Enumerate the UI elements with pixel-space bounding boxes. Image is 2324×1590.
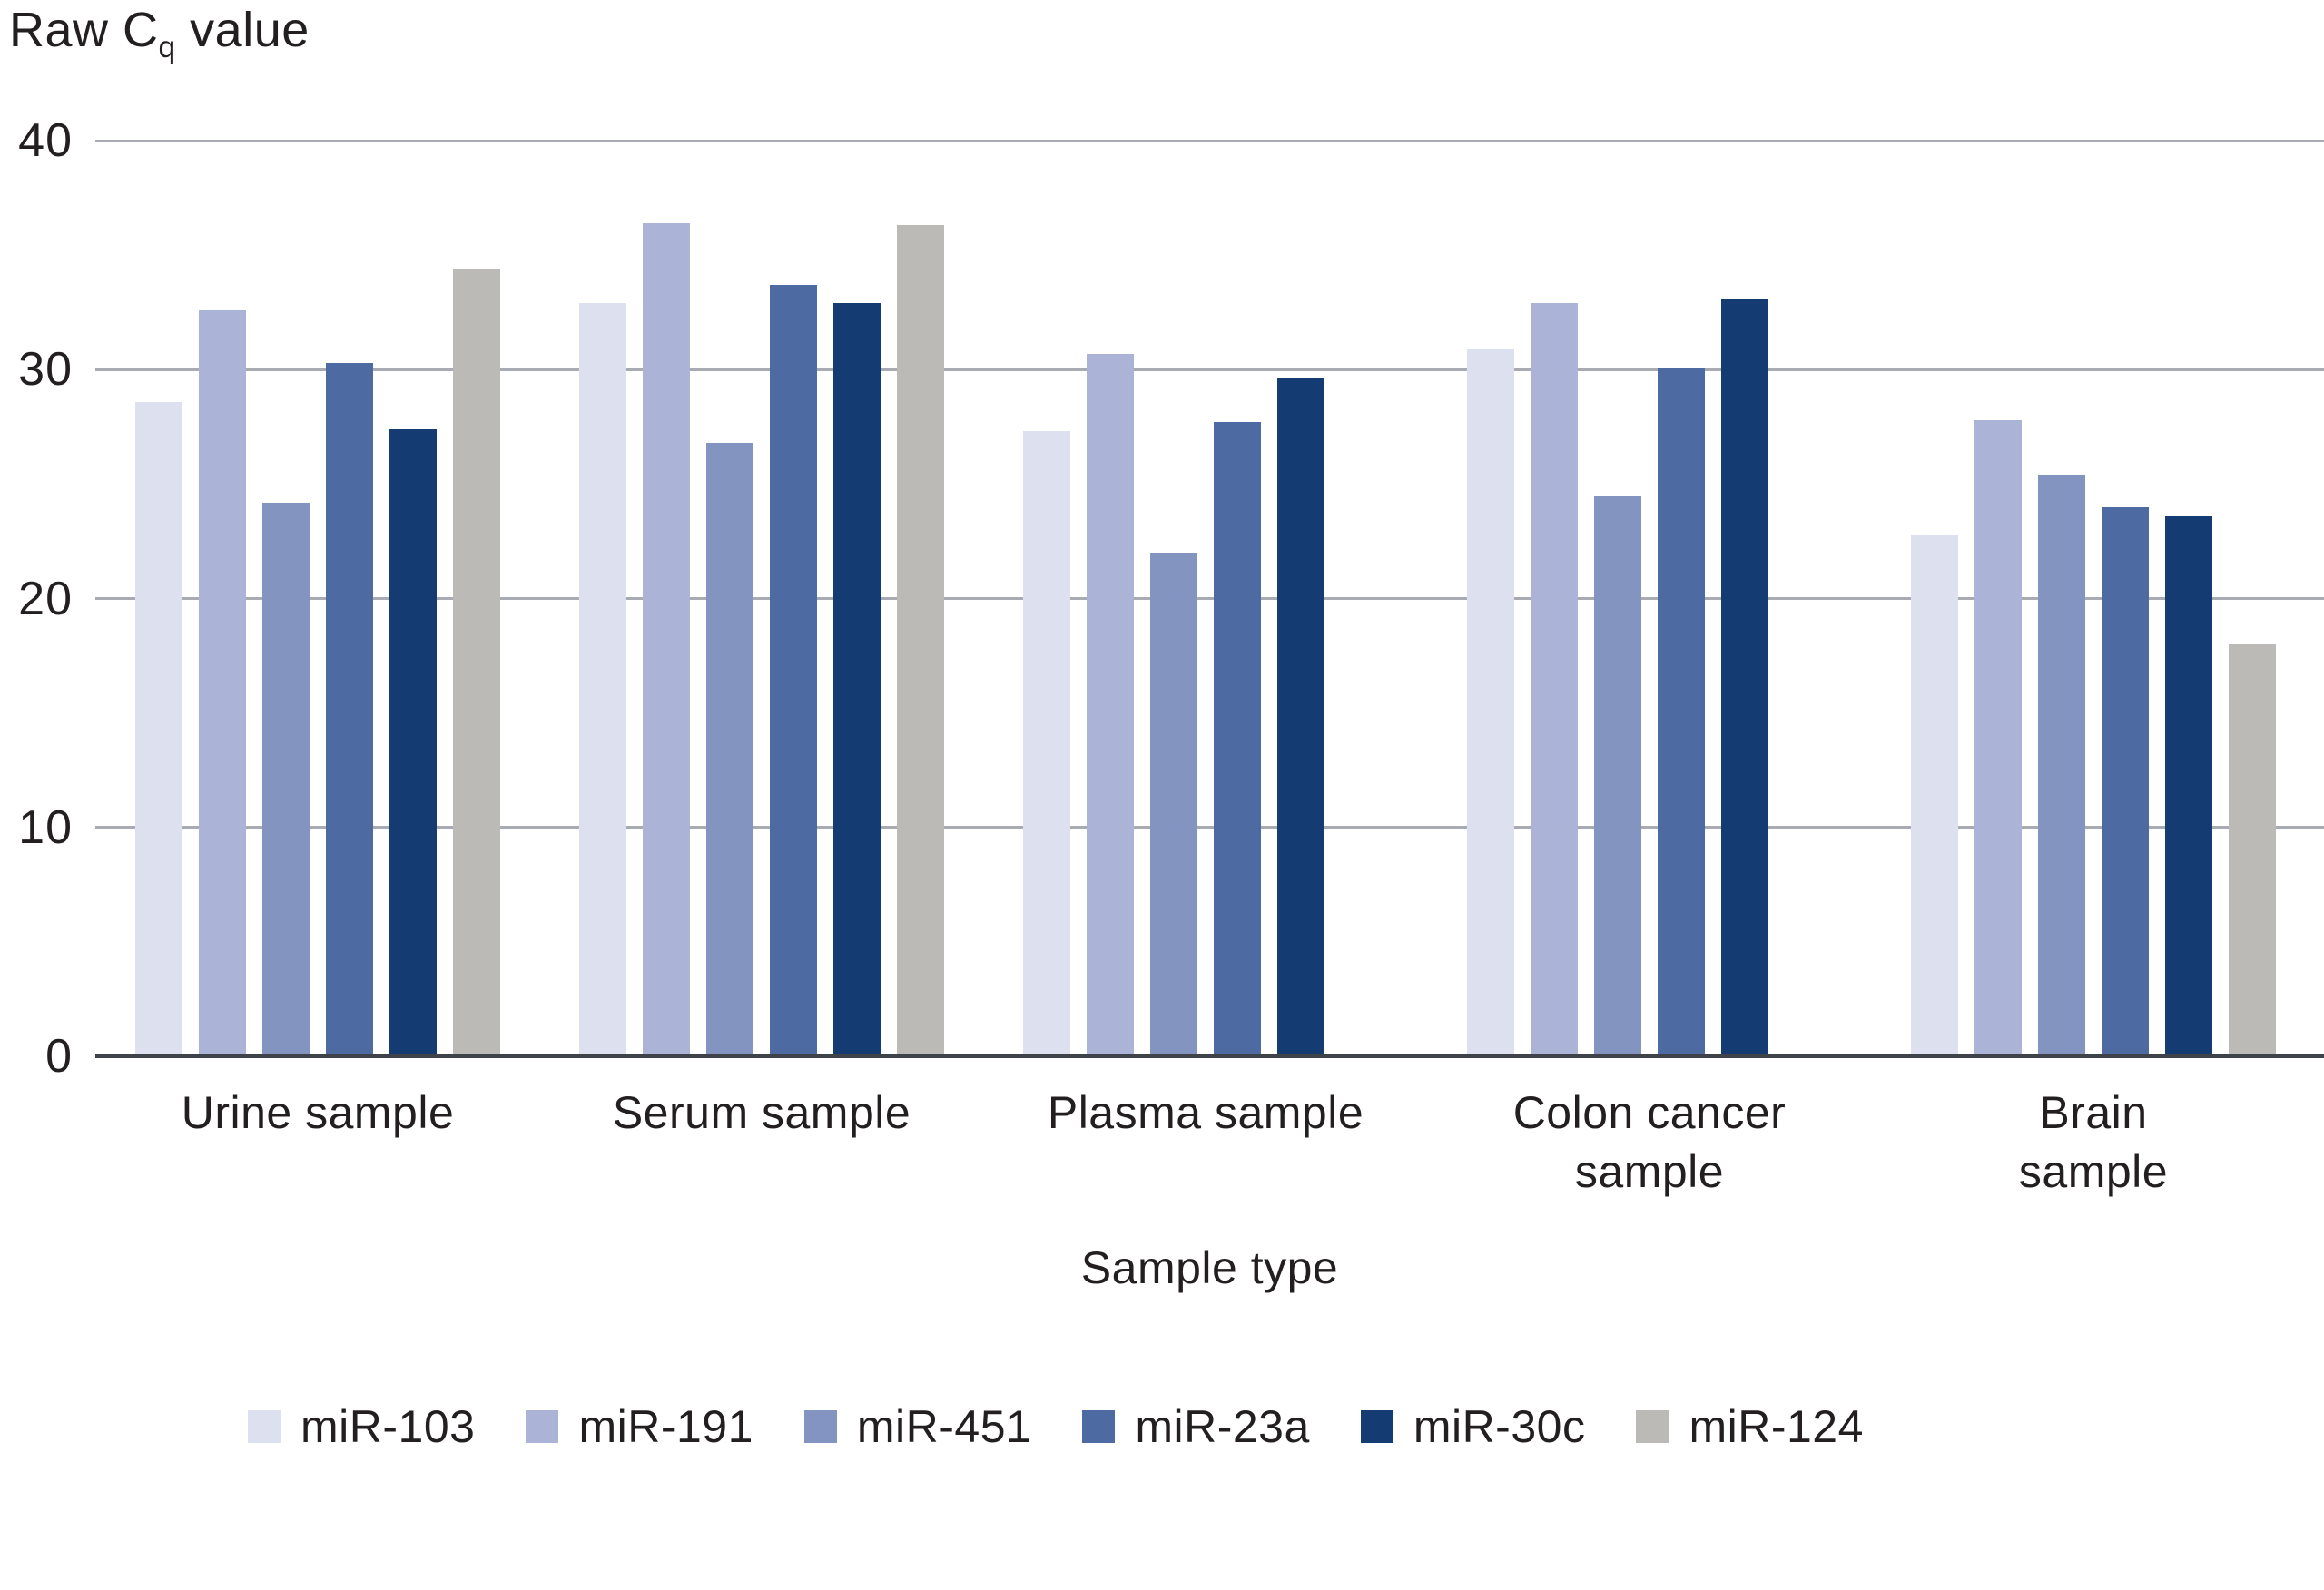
legend-label-miR-23a: miR-23a xyxy=(1135,1401,1310,1452)
legend-item-miR-103: miR-103 xyxy=(248,1400,475,1453)
legend-label-miR-191: miR-191 xyxy=(578,1401,753,1452)
bar-miR-103-Brain sample xyxy=(1911,534,1958,1056)
bar-miR-124-Urine sample xyxy=(453,269,500,1056)
bar-miR-191-Urine sample xyxy=(199,309,246,1056)
legend-swatch-miR-30c xyxy=(1360,1410,1393,1443)
x-category-labels: Urine sample Serum sample Plasma sample Col… xyxy=(95,1084,2324,1229)
bar-miR-191-Serum sample xyxy=(643,222,690,1056)
bar-miR-30c-Serum sample xyxy=(833,303,881,1056)
y-tick-label-10: 10 xyxy=(18,800,73,854)
bar-miR-23a-Plasma sample xyxy=(1214,422,1261,1056)
bar-miR-103-Plasma sample xyxy=(1023,431,1070,1056)
legend-label-miR-124: miR-124 xyxy=(1689,1401,1864,1452)
bar-miR-30c-Colon cancer sample xyxy=(1721,299,1768,1056)
bar-miR-103-Serum sample xyxy=(579,303,626,1056)
bar-miR-124-Serum sample xyxy=(897,225,944,1056)
bar-miR-30c-Urine sample xyxy=(389,428,437,1056)
gridline-20 xyxy=(95,597,2324,600)
legend-item-miR-191: miR-191 xyxy=(526,1400,753,1453)
chart-title-suffix: value xyxy=(175,3,310,57)
x-category-label-Serum sample: Serum sample xyxy=(612,1087,911,1138)
bar-miR-451-Serum sample xyxy=(706,442,753,1056)
y-tick-label-40: 40 xyxy=(18,114,73,167)
legend-item-miR-451: miR-451 xyxy=(803,1400,1032,1453)
chart-title: Raw Cq value xyxy=(9,3,310,63)
legend-swatch-miR-451 xyxy=(803,1410,837,1443)
bar-miR-191-Brain sample xyxy=(1974,419,2022,1056)
bar-miR-23a-Urine sample xyxy=(326,362,373,1056)
chart-title-prefix: Raw C xyxy=(9,3,159,57)
bar-miR-451-Brain sample xyxy=(2038,475,2085,1056)
plot-area: 0 10 20 30 40 xyxy=(18,114,2324,1083)
x-axis-line xyxy=(95,1054,2324,1058)
y-tick-label-0: 0 xyxy=(45,1030,73,1083)
legend: miR-103 miR-191 miR-451 miR-23a miR-30c miR-1… xyxy=(248,1400,1864,1453)
x-category-label-Brain sample: Brain sample xyxy=(2018,1087,2169,1197)
x-axis-title: Sample type xyxy=(1080,1242,1339,1293)
bar-miR-191-Plasma sample xyxy=(1087,353,1134,1056)
chart-title-subscript: q xyxy=(158,30,176,64)
bar-miR-23a-Serum sample xyxy=(770,284,817,1056)
bar-miR-124-Brain sample xyxy=(2229,643,2276,1056)
bar-miR-451-Colon cancer sample xyxy=(1594,496,1641,1056)
bar-miR-103-Colon cancer sample xyxy=(1467,348,1514,1056)
legend-item-miR-23a: miR-23a xyxy=(1082,1400,1309,1453)
x-category-label-Plasma sample: Plasma sample xyxy=(1047,1087,1364,1138)
bar-miR-30c-Brain sample xyxy=(2165,515,2212,1056)
bar-miR-451-Plasma sample xyxy=(1150,553,1197,1056)
y-tick-label-20: 20 xyxy=(18,572,73,625)
bar-miR-191-Colon cancer sample xyxy=(1531,303,1578,1056)
legend-label-miR-30c: miR-30c xyxy=(1413,1401,1586,1452)
gridline-30 xyxy=(95,368,2324,371)
x-category-label-Urine sample: Urine sample xyxy=(181,1087,455,1138)
gridline-40 xyxy=(95,139,2324,142)
bar-miR-451-Urine sample xyxy=(262,502,310,1056)
legend-label-miR-103: miR-103 xyxy=(300,1401,476,1452)
y-tick-label-30: 30 xyxy=(18,343,73,397)
legend-swatch-miR-191 xyxy=(526,1410,559,1443)
bar-miR-23a-Brain sample xyxy=(2102,506,2149,1056)
bar-miR-30c-Plasma sample xyxy=(1277,378,1324,1056)
legend-item-miR-124: miR-124 xyxy=(1636,1400,1863,1453)
bar-miR-23a-Colon cancer sample xyxy=(1658,367,1705,1056)
x-category-label-Colon cancer sample: Colon cancer sample xyxy=(1512,1087,1787,1197)
legend-label-miR-451: miR-451 xyxy=(856,1401,1032,1452)
bar-miR-103-Urine sample xyxy=(135,401,182,1056)
legend-swatch-miR-103 xyxy=(248,1410,281,1443)
gridline-10 xyxy=(95,826,2324,829)
legend-swatch-miR-23a xyxy=(1082,1410,1116,1443)
legend-item-miR-30c: miR-30c xyxy=(1360,1400,1586,1453)
legend-swatch-miR-124 xyxy=(1636,1410,1669,1443)
